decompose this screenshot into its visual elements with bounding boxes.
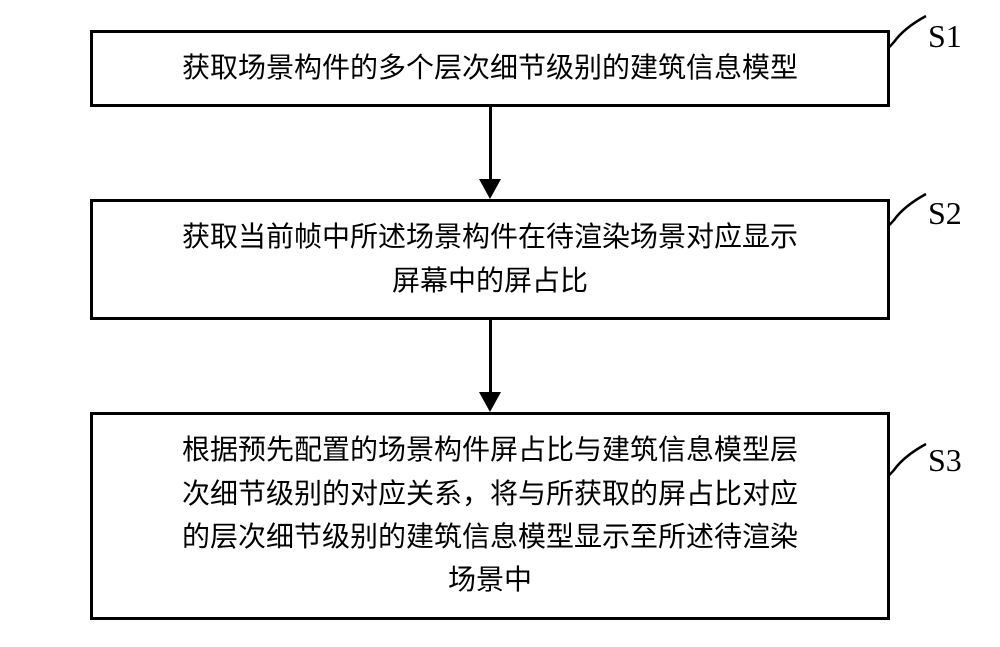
step-text-s3-l2: 次细节级别的对应关系，将与所获取的屏占比对应 bbox=[182, 473, 798, 516]
step-box-s1: 获取场景构件的多个层次细节级别的建筑信息模型 bbox=[90, 30, 890, 107]
flowchart: 获取场景构件的多个层次细节级别的建筑信息模型 获取当前帧中所述场景构件在待渲染场… bbox=[50, 30, 930, 620]
arrow-line bbox=[489, 107, 492, 179]
arrow-s1-s2 bbox=[489, 107, 492, 199]
step-text-s3-l3: 的层次细节级别的建筑信息模型显示至所述待渲染 bbox=[182, 516, 798, 559]
step-box-s2: 获取当前帧中所述场景构件在待渲染场景对应显示 屏幕中的屏占比 bbox=[90, 199, 890, 320]
step-text-s2-l1: 获取当前帧中所述场景构件在待渲染场景对应显示 bbox=[182, 216, 798, 259]
arrow-head-icon bbox=[479, 392, 501, 412]
step-box-s3: 根据预先配置的场景构件屏占比与建筑信息模型层 次细节级别的对应关系，将与所获取的… bbox=[90, 412, 890, 620]
step-text-s2-l2: 屏幕中的屏占比 bbox=[392, 260, 588, 303]
arrow-head-icon bbox=[479, 179, 501, 199]
step-text-s3-l1: 根据预先配置的场景构件屏占比与建筑信息模型层 bbox=[182, 429, 798, 472]
step-text-s1: 获取场景构件的多个层次细节级别的建筑信息模型 bbox=[182, 47, 798, 90]
arrow-line bbox=[489, 320, 492, 392]
step-text-s3-l4: 场景中 bbox=[448, 559, 532, 602]
arrow-s2-s3 bbox=[489, 320, 492, 412]
